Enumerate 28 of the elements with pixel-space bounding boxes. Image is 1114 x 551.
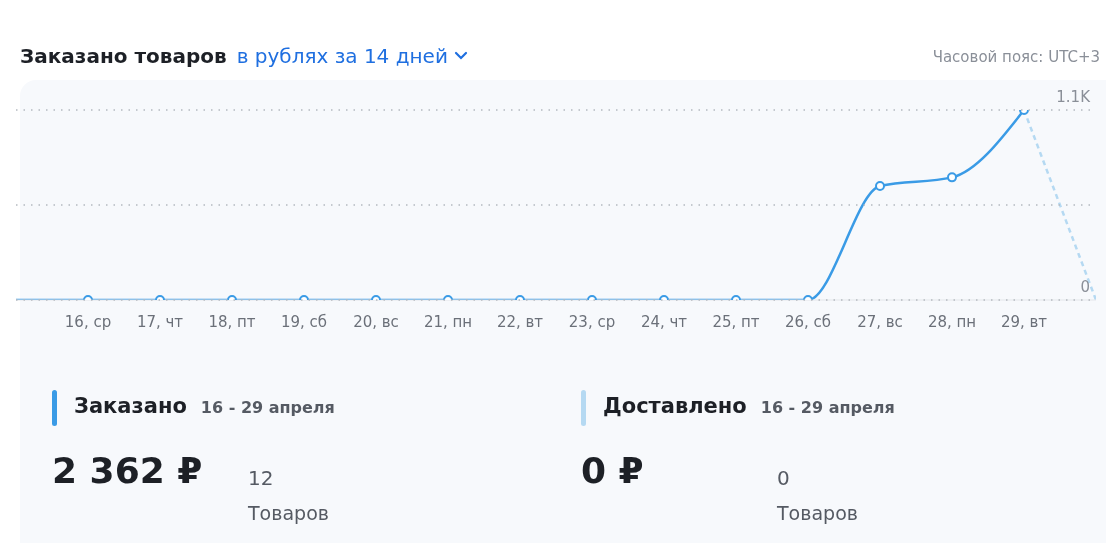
chart-subtitle: в рублях за 14 дней bbox=[236, 44, 448, 68]
x-tick-label: 24, чт bbox=[640, 312, 688, 331]
text: Часовой пояс: UTC+3 bbox=[932, 48, 1100, 66]
text: 16 - 29 апреля bbox=[760, 398, 895, 417]
x-tick-label: 18, пт bbox=[208, 312, 256, 331]
x-tick-label: 21, пн bbox=[423, 312, 473, 331]
x-tick-label: 20, вс bbox=[353, 312, 399, 331]
text: 2 362 ₽ bbox=[52, 450, 203, 491]
x-tick-label: 27, вс bbox=[857, 312, 903, 331]
y-tick-label: 1.1K bbox=[1056, 88, 1092, 106]
text: Доставлено bbox=[603, 394, 747, 418]
text: Товаров bbox=[248, 502, 329, 524]
x-tick-label: 22, вт bbox=[496, 312, 544, 331]
x-tick-label: 29, вт bbox=[1000, 312, 1048, 331]
text: Товаров bbox=[777, 502, 858, 524]
text: 0 ₽ bbox=[581, 450, 644, 491]
x-tick-label: 23, ср bbox=[568, 312, 616, 331]
x-tick-label: 25, пт bbox=[712, 312, 760, 331]
text: 16 - 29 апреля bbox=[200, 398, 335, 417]
x-tick-label: 28, пн bbox=[927, 312, 977, 331]
x-tick-label: 16, ср bbox=[64, 312, 112, 331]
text: 0 bbox=[777, 466, 790, 490]
text: Заказано bbox=[74, 394, 187, 418]
text: 12 bbox=[248, 466, 274, 490]
x-tick-label: 26, сб bbox=[784, 312, 832, 331]
x-tick-label: 17, чт bbox=[136, 312, 184, 331]
chart-title: Заказано товаров bbox=[20, 44, 227, 68]
x-tick-label: 19, сб bbox=[280, 312, 328, 331]
